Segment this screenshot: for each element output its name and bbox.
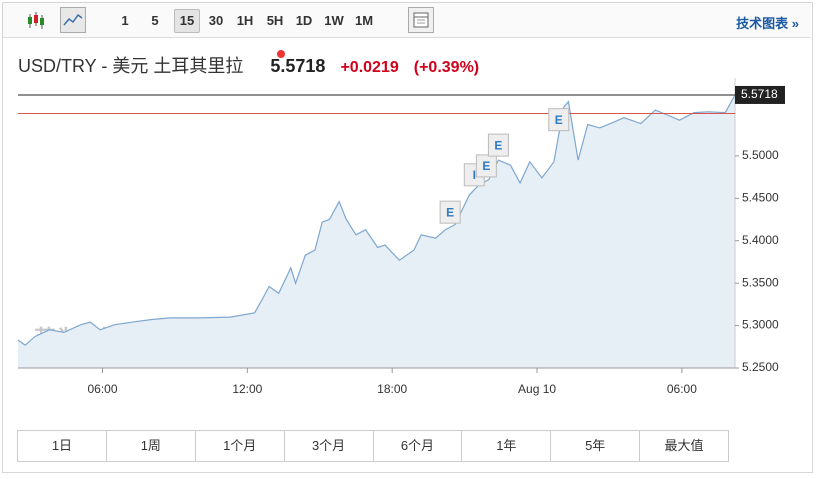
calendar-icon[interactable] [408,7,434,33]
x-tick-label: 06:00 [667,382,697,396]
event-label: E [482,159,490,173]
price: 5.5718 [270,56,326,76]
price-area [18,95,735,368]
y-tick-label: 5.3500 [742,275,779,289]
event-marker [548,108,570,132]
event-label: I [473,168,476,182]
event-label: E [555,113,563,127]
interval-button[interactable]: 15 [174,9,200,33]
toolbar: 1 5 15 30 1H 5H 1D 1W 1M 技术图表 » [3,3,811,38]
interval-button[interactable]: 1H [236,13,254,28]
event-label: E [494,138,502,152]
price-tag-label: 5.5718 [741,87,778,101]
header: USD/TRY - 美元 土耳其里拉 5.5718 +0.0219 (+0.39… [18,52,479,78]
event-marker [487,133,509,157]
range-button[interactable]: 1日 [18,431,107,461]
range-button[interactable]: 1周 [107,431,196,461]
technical-chart-link[interactable]: 技术图表 » [736,16,799,31]
interval-button[interactable]: 1D [295,13,313,28]
x-tick-label: 12:00 [232,382,262,396]
y-tick-label: 5.2500 [742,360,779,374]
interval-button[interactable]: 30 [208,13,224,28]
y-tick-label: 5.4500 [742,190,779,204]
interval-button[interactable]: 5H [266,13,284,28]
event-marker [439,200,461,224]
interval-button[interactable]: 1M [354,13,374,28]
interval-button[interactable]: 1W [324,13,344,28]
y-tick-label: 5.5000 [742,148,779,162]
y-tick-label: 5.4000 [742,233,779,247]
y-tick-label: 5.3000 [742,318,779,332]
x-tick-label: Aug 10 [518,382,556,396]
change: +0.0219 [340,59,399,76]
range-button[interactable]: 1年 [462,431,552,461]
interval-button[interactable]: 1 [121,13,129,28]
pair-title: USD/TRY - 美元 土耳其里拉 [18,56,244,76]
event-label: E [446,205,454,219]
event-marker [475,154,497,178]
range-button[interactable]: 6个月 [374,431,463,461]
widget-frame [2,2,813,473]
alert-dot [277,50,285,58]
x-tick-label: 18:00 [377,382,407,396]
range-button[interactable]: 3个月 [285,431,374,461]
x-tick-label: 06:00 [87,382,117,396]
candle-icon[interactable] [23,6,53,36]
range-button[interactable]: 1个月 [196,431,285,461]
change-pct: (+0.39%) [413,59,480,76]
line-icon[interactable] [60,7,86,33]
interval-button[interactable]: 5 [151,13,159,28]
price-line [17,94,736,346]
range-button[interactable]: 最大值 [664,438,704,453]
range-button[interactable]: 5年 [551,431,641,461]
range-bar: 1日 1周 1个月 3个月 6个月 1年 5年 最大值 [17,430,729,462]
price-tag [735,85,785,104]
